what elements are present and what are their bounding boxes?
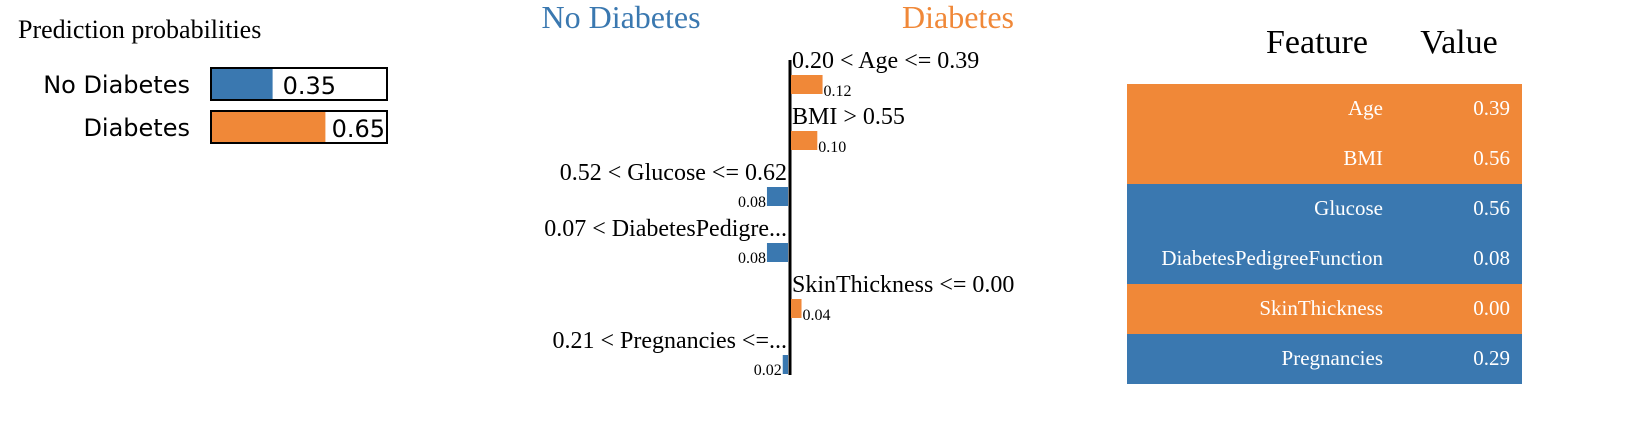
- contribution-bar: [766, 243, 788, 262]
- probability-bar-frame: [210, 67, 388, 101]
- feature-contribution-panel: No Diabetes Diabetes 0.20 < Age <= 0.39 0…: [541, 0, 1014, 379]
- no-diabetes-header: No Diabetes: [541, 0, 700, 35]
- feature-condition-label: BMI > 0.55: [792, 104, 905, 130]
- contribution-value-label: 0.08: [738, 250, 766, 267]
- table-row: [1127, 134, 1522, 184]
- table-row: [1127, 234, 1522, 284]
- contribution-value-label: 0.08: [738, 194, 766, 211]
- contribution-value-label: 0.02: [754, 362, 782, 379]
- diabetes-header: Diabetes: [902, 0, 1014, 35]
- table-value-cell: 0.56: [1473, 196, 1510, 220]
- probability-label: No Diabetes: [43, 71, 190, 99]
- table-row: [1127, 334, 1522, 384]
- table-value-cell: 0.39: [1473, 96, 1510, 120]
- probability-bar-frame: [210, 110, 388, 144]
- contribution-value-label: 0.10: [818, 139, 846, 156]
- table-feature-cell: Age: [1348, 96, 1383, 120]
- table-value-cell: 0.29: [1473, 346, 1510, 370]
- prediction-probabilities-title: Prediction probabilities: [18, 15, 261, 44]
- feature-condition-label: 0.07 < DiabetesPedigre...: [544, 216, 787, 242]
- feature-condition-label: 0.21 < Pregnancies <=...: [552, 328, 787, 354]
- contribution-value-label: 0.12: [824, 83, 852, 100]
- table-row: [1127, 184, 1522, 234]
- contribution-bar: [791, 75, 823, 94]
- prediction-probabilities-panel: Prediction probabilities No Diabetes 0.35…: [18, 15, 388, 144]
- contribution-bar: [782, 355, 788, 374]
- table-feature-cell: BMI: [1343, 146, 1383, 170]
- contribution-bar: [766, 187, 788, 206]
- contribution-bar: [791, 299, 802, 318]
- feature-condition-label: SkinThickness <= 0.00: [792, 272, 1014, 298]
- feature-condition-label: 0.52 < Glucose <= 0.62: [560, 160, 787, 186]
- table-row: [1127, 84, 1522, 134]
- table-row: [1127, 284, 1522, 334]
- contribution-bar: [791, 131, 818, 150]
- probability-value-label: 0.35: [283, 72, 336, 100]
- probability-bar: [211, 68, 273, 100]
- probability-value-label: 0.65: [332, 115, 385, 143]
- contribution-value-label: 0.04: [803, 307, 831, 324]
- table-value-cell: 0.56: [1473, 146, 1510, 170]
- feature-value-table: Feature Value Age 0.39 BMI 0.56 Glucose 0.56 D…: [1127, 24, 1522, 384]
- table-feature-cell: Pregnancies: [1282, 346, 1383, 370]
- probability-bar: [211, 111, 326, 143]
- table-value-cell: 0.00: [1473, 296, 1510, 320]
- table-feature-cell: SkinThickness: [1259, 296, 1383, 320]
- probability-label: Diabetes: [83, 114, 190, 142]
- value-column-header: Value: [1420, 24, 1497, 61]
- feature-condition-label: 0.20 < Age <= 0.39: [792, 48, 979, 74]
- table-feature-cell: DiabetesPedigreeFunction: [1161, 246, 1383, 270]
- table-value-cell: 0.08: [1473, 246, 1510, 270]
- feature-column-header: Feature: [1266, 24, 1368, 61]
- table-feature-cell: Glucose: [1314, 196, 1383, 220]
